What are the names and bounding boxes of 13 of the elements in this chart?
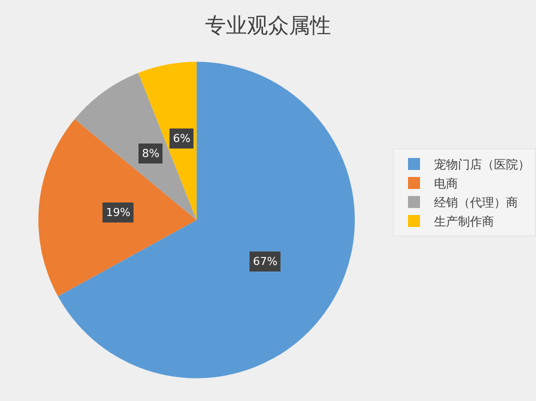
legend-label: 宠物门店（医院） (434, 158, 530, 172)
legend-label: 电商 (434, 176, 458, 191)
pie-slice (38, 119, 197, 296)
legend-label: 生产制作商 (434, 214, 494, 229)
pie-slice (74, 72, 197, 220)
pie-slice (138, 62, 197, 220)
legend-label: 经销（代理）商 (434, 196, 518, 210)
data-label: 67% (253, 255, 278, 268)
data-label: 19% (106, 206, 130, 219)
data-label: 8% (142, 147, 160, 160)
chart-title: 专业观众属性 (205, 13, 331, 38)
pie-slice (58, 62, 355, 378)
data-label: 6% (173, 132, 190, 145)
